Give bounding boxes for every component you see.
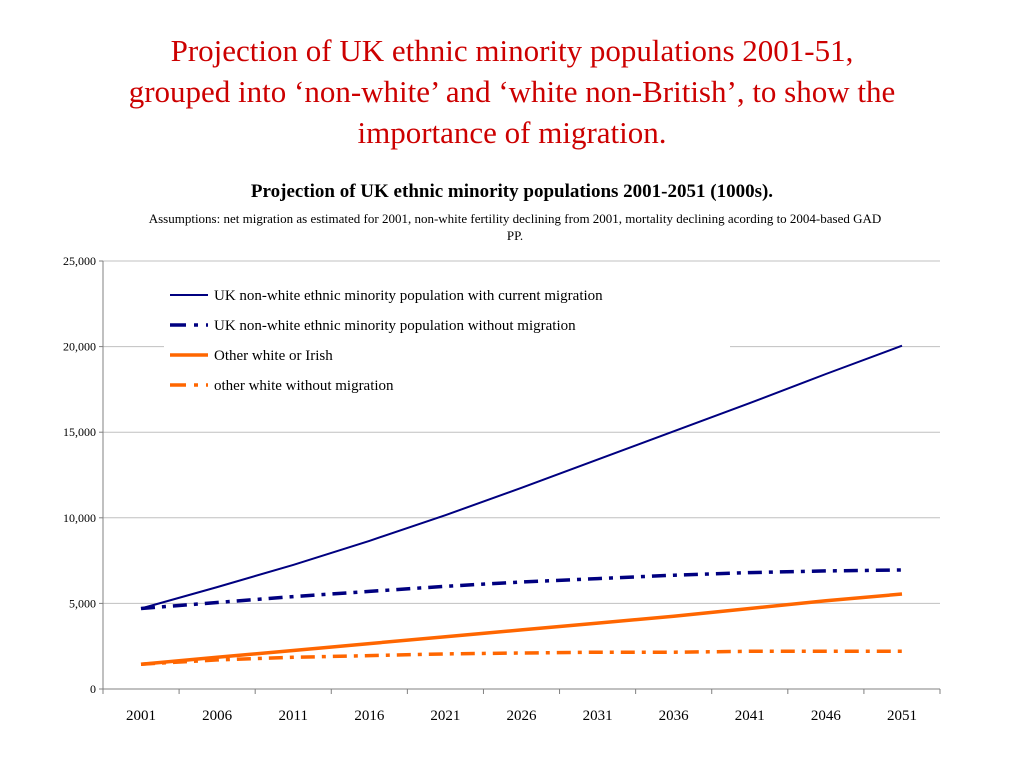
slide-title-line: importance of migration. <box>357 115 667 150</box>
legend-box <box>164 280 730 400</box>
series-lines <box>140 344 903 666</box>
x-tick-label: 2016 <box>354 708 385 724</box>
y-tick-label: 0 <box>90 682 96 696</box>
x-tick-label: 2006 <box>202 708 233 724</box>
legend-label: UK non-white ethnic minority population … <box>214 288 603 304</box>
y-tick-label: 15,000 <box>63 425 96 439</box>
y-tick-label: 20,000 <box>63 340 96 354</box>
y-tick-label: 5,000 <box>69 596 96 610</box>
legend-label: other white without migration <box>214 378 394 394</box>
chart-title: Projection of UK ethnic minority populat… <box>250 181 774 202</box>
x-tick-label: 2001 <box>126 708 156 724</box>
x-tick-label: 2051 <box>887 708 917 724</box>
slide-title-line: Projection of UK ethnic minority populat… <box>170 33 854 68</box>
slide-title: Projection of UK ethnic minority populat… <box>40 30 984 153</box>
y-tick-label: 10,000 <box>63 511 96 525</box>
x-tick-label: 2041 <box>735 708 765 724</box>
legend-label: Other white or Irish <box>214 348 333 364</box>
axes: 0 5,000 10,000 15,000 20,000 25,000 2001 2006 20… <box>63 254 941 724</box>
legend-label: UK non-white ethnic minority population … <box>214 318 576 334</box>
chart-subtitle: Assumptions: net migration as estimated … <box>148 211 882 243</box>
series-line-3 <box>140 592 903 666</box>
x-tick-label: 2031 <box>583 708 613 724</box>
y-tick-label: 25,000 <box>63 254 96 268</box>
legend: UK non-white ethnic minority population … <box>164 280 730 400</box>
x-tick-label: 2011 <box>279 708 308 724</box>
slide-title-line: grouped into ‘non-white’ and ‘white non-… <box>128 74 896 109</box>
x-tick-label: 2036 <box>659 708 690 724</box>
x-tick-label: 2046 <box>811 708 842 724</box>
x-tick-label: 2021 <box>430 708 460 724</box>
x-tick-label: 2026 <box>507 708 538 724</box>
